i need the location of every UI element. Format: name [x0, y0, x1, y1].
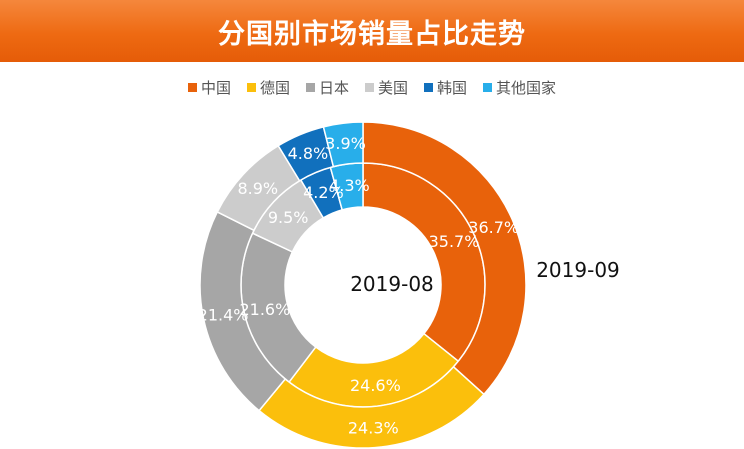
donut-labels: 35.7% 24.6% 21.6% 9.5% 4.2%4.3% 36.7% 24.3% 21.…: [198, 134, 519, 438]
legend-item-china: 中国: [187, 76, 231, 98]
inner-label-usa: 9.5%: [268, 208, 309, 227]
legend-item-germany: 德国: [246, 76, 290, 98]
legend-label-korea: 韩国: [437, 78, 468, 97]
legend-swatch-japan: [305, 82, 315, 92]
legend-item-korea: 韩国: [424, 76, 467, 98]
outer-slice-other: [322, 121, 364, 168]
title-banner: 分国别市场销量占比走势: [0, 0, 744, 62]
inner-label-china: 35.7%: [429, 232, 480, 251]
inner-label-germany: 24.6%: [350, 376, 401, 395]
legend-swatch-usa: [365, 82, 374, 92]
outer-label-korea: 4.8%: [288, 144, 329, 163]
legend-label-other: 其他国家: [496, 78, 557, 97]
legend-label-japan: 日本: [318, 78, 349, 97]
outer-label-germany: 24.3%: [348, 419, 399, 438]
legend-item-other: 其他国家: [483, 76, 556, 98]
legend-item-japan: 日本: [305, 76, 349, 98]
inner-label-japan: 21.6%: [239, 300, 290, 319]
legend-swatch-germany: [246, 82, 256, 92]
chart-title: 分国别市场销量占比走势: [218, 18, 526, 50]
outer-series-label: 2019-09: [536, 258, 620, 282]
outer-label-japan: 21.4%: [198, 305, 249, 324]
outer-slice-china: [362, 121, 527, 396]
legend-swatch-korea: [424, 82, 434, 92]
legend-label-usa: 美国: [378, 78, 409, 97]
inner-series-label: 2019-08: [350, 272, 434, 296]
outer-label-china: 36.7%: [468, 218, 519, 237]
legend: 中国 德国 日本 美国 韩国 其他国家: [0, 76, 744, 98]
legend-label-china: 中国: [200, 78, 231, 97]
inner-label-other: 4.3%: [329, 176, 370, 195]
legend-item-usa: 美国: [365, 76, 408, 98]
outer-label-usa: 8.9%: [237, 179, 278, 198]
donut-rings: [199, 121, 527, 449]
legend-swatch-china: [187, 82, 197, 92]
inner-label-korea: 4.2%: [303, 183, 344, 202]
legend-swatch-other: [483, 82, 493, 92]
outer-label-other: 3.9%: [325, 134, 366, 153]
legend-label-germany: 德国: [259, 78, 290, 97]
